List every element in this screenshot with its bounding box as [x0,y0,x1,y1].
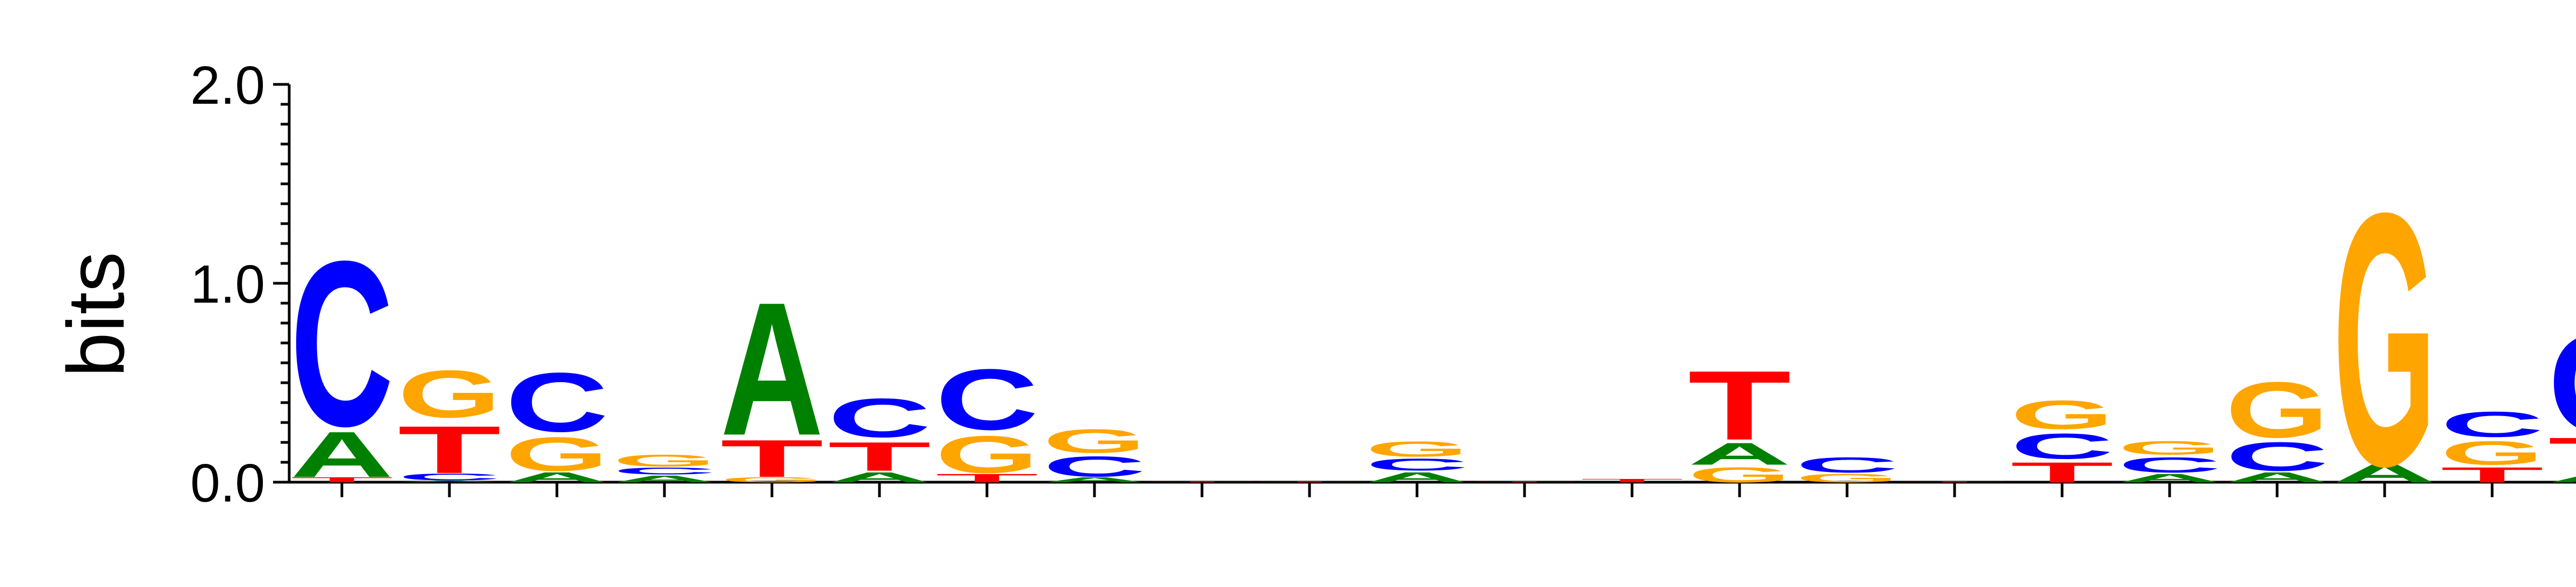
y-tick-label: 0.0 [190,453,265,513]
logo-letter-a: A [290,418,393,491]
logo-letter-g: G [2333,138,2436,541]
y-tick-label: 2.0 [190,55,265,116]
logo-letter-g: G [935,425,1039,484]
logo-letter-a: A [1365,469,1469,485]
logo-letter-t: T [2548,427,2576,484]
logo-letter-a: A [720,263,824,475]
logo-letter-g: G [1043,423,1146,460]
logo-letter-c: C [2441,404,2544,445]
logo-letter-c: C [828,387,931,449]
logo-letter-c: C [2010,426,2114,467]
logo-letter-c: C [1043,450,1146,483]
logo-letter-a: A [2226,469,2329,485]
logo-letter-c: C [290,212,393,475]
logo-letter-g: G [2226,366,2329,455]
logo-letter-c: C [2226,434,2329,479]
y-axis-title: bits [51,252,141,377]
logo-letter-a: A [505,469,609,485]
x-axis [289,481,2576,497]
logo-letter-g: G [720,476,824,484]
logo-letter-c: C [1795,453,1899,477]
logo-letter-a: A [2548,471,2576,485]
logo-letter-t: T [2010,456,2114,489]
logo-letter-g: G [2010,392,2114,438]
logo-letter-g: G [613,452,716,470]
logo-letter-g: G [2441,434,2544,472]
logo-letter-t: T [290,476,393,484]
logo-letter-g: G [1688,463,1791,487]
logo-letter-t: T [398,412,501,487]
logo-letter-a: A [2333,459,2436,488]
logo-letter-g: G [2118,437,2221,459]
logo-letter-g: G [505,427,609,481]
logo-letter-a: A [613,474,716,484]
logo-letter-c: C [505,355,609,449]
logo-letter-c: C [398,471,501,482]
logo-letter-t: T [1473,481,1576,483]
logo-letter-g: G [398,357,501,432]
logo-letter-t: T [828,434,931,479]
logo-letter-a: A [1043,476,1146,484]
logo-letter-a: A [398,480,501,483]
logo-letter-t: T [1580,478,1684,483]
logo-letter-c: C [1365,455,1469,474]
logo-letter-g: G [1795,471,1899,485]
logo-letter-t: T [935,471,1039,485]
logo-letter-c: C [935,351,1039,448]
logo-letter-c: C [2548,304,2576,463]
logo-letter-t: T [2441,463,2544,487]
logo-letter-g: G [1365,437,1469,461]
logo-letter-a: A [828,469,931,485]
logo-letter-a: A [1688,436,1791,471]
logo-letter-a: A [2118,471,2221,485]
logo-letter-t: T [720,429,824,488]
y-tick-label: 1.0 [190,254,265,314]
logo-letter-c: C [2118,453,2221,477]
y-axis: 0.0 1.0 2.0 [190,55,291,513]
logo-letter-t: T [1903,481,2006,483]
logo-letter-t: T [1688,350,1791,461]
logo-letter-t: T [1258,481,1361,483]
logo-letter-c: C [613,466,716,476]
logo-letter-t: T [1150,481,1254,483]
